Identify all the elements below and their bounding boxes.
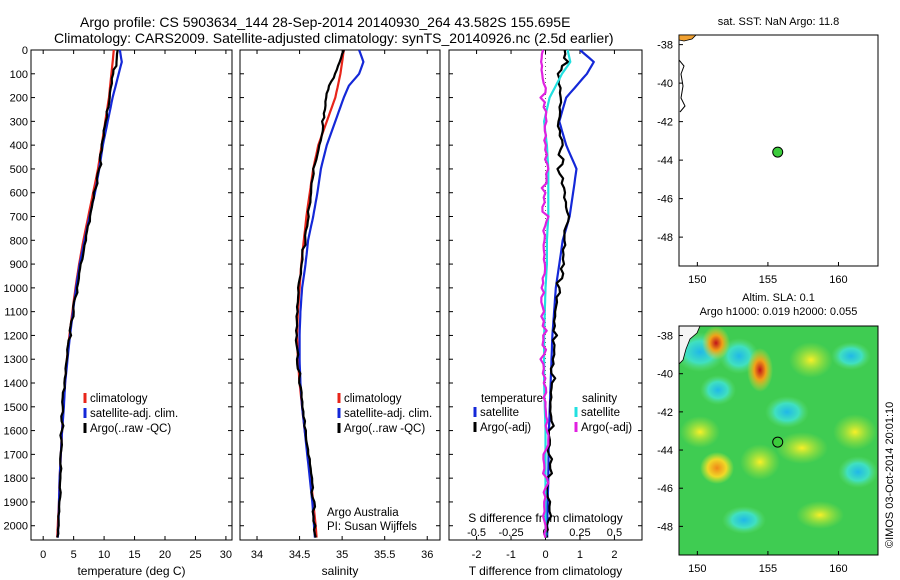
legend-label: satellite [581, 407, 620, 419]
series-line-salinity-sat [298, 49, 365, 538]
s-tick-label: -0.5 [467, 527, 486, 539]
title-line-1: Argo profile: CS 5903634_144 28-Sep-2014… [80, 14, 571, 30]
depth-tick-label: 800 [10, 235, 28, 247]
depth-tick-label: 1200 [4, 330, 28, 342]
depth-tick-label: 500 [10, 164, 28, 176]
argo-location-marker [772, 436, 784, 448]
depth-tick-label: 300 [10, 116, 28, 128]
map-lat-label: -42 [657, 117, 673, 129]
x-tick-label: -1 [506, 549, 516, 561]
x-tick-label: 5 [71, 549, 77, 561]
x-axis-label: salinity [322, 564, 359, 578]
argo-location-marker [772, 146, 784, 158]
sla-map-title: Altim. SLA: 0.1 [742, 292, 815, 304]
legend-title: temperature [481, 393, 543, 405]
x-tick-label: 2 [611, 549, 617, 561]
x-tick-label: 0 [40, 549, 46, 561]
salinity-panel [239, 49, 441, 541]
sla-map-title: Argo h1000: 0.019 h2000: 0.055 [700, 306, 858, 318]
legend-label: satellite [480, 407, 519, 419]
depth-tick-label: 0 [22, 45, 28, 57]
depth-tick-label: 1700 [4, 449, 28, 461]
map-lat-label: -38 [657, 40, 673, 52]
depth-tick-label: 1000 [4, 283, 28, 295]
legend-label: Argo(..raw -QC) [90, 423, 171, 435]
legend-label: Argo(-adj) [581, 422, 632, 434]
annotation-text: PI: Susan Wijffels [327, 521, 417, 533]
map-lon-label: 160 [829, 274, 847, 286]
map-lat-label: -46 [657, 194, 673, 206]
x-axis-label: temperature (deg C) [77, 564, 185, 578]
depth-tick-label: 700 [10, 212, 28, 224]
legend-label: Argo(-adj) [480, 422, 531, 434]
series-line-salinity-argo [294, 49, 345, 538]
x-tick-label: 34 [251, 549, 263, 561]
sst-coastline [679, 35, 686, 113]
map-lon-label: 160 [829, 563, 847, 575]
depth-tick-label: 400 [10, 140, 28, 152]
x-tick-label: 35 [336, 549, 348, 561]
sla-coastline [679, 326, 701, 365]
series-line-difference-sat [546, 49, 595, 538]
depth-tick-label: 1400 [4, 378, 28, 390]
x-tick-label: 30 [220, 549, 232, 561]
x-tick-label: 0 [542, 549, 548, 561]
legend-label: climatology [344, 393, 402, 405]
annotation-text: Argo Australia [327, 507, 399, 519]
map-lat-label: -48 [657, 232, 673, 244]
map-lon-label: 155 [759, 274, 777, 286]
map-lon-label: 150 [688, 563, 706, 575]
depth-tick-label: 1500 [4, 402, 28, 414]
x-tick-label: -2 [472, 549, 482, 561]
depth-tick-label: 2000 [4, 521, 28, 533]
s-tick-label: -0.25 [498, 527, 523, 539]
x-tick-label: 35.5 [374, 549, 395, 561]
x-tick-label: 20 [159, 549, 171, 561]
map-lat-label: -38 [657, 331, 673, 343]
depth-tick-label: 1800 [4, 473, 28, 485]
x-tick-label: 34.5 [289, 549, 310, 561]
map-lat-label: -46 [657, 483, 673, 495]
depth-tick-label: 600 [10, 188, 28, 200]
x-tick-label: 36 [421, 549, 433, 561]
sst-map-title: sat. SST: NaN Argo: 11.8 [718, 16, 839, 28]
depth-tick-label: 1100 [4, 307, 28, 319]
sst-land-patch [679, 35, 697, 42]
map-lat-label: -42 [657, 407, 673, 419]
map-lat-label: -44 [657, 445, 673, 457]
series-line-salinity-clim [295, 49, 345, 538]
x-axis-label: T difference from climatology [469, 564, 623, 578]
depth-tick-label: 900 [10, 259, 28, 271]
x-tick-label: 15 [128, 549, 140, 561]
map-lat-label: -40 [657, 78, 673, 90]
map-lon-label: 155 [759, 563, 777, 575]
depth-tick-label: 100 [10, 69, 28, 81]
depth-tick-label: 1600 [4, 426, 28, 438]
series-line-temperature-sat [56, 49, 123, 538]
map-lat-label: -48 [657, 521, 673, 533]
map-lat-label: -44 [657, 155, 673, 167]
s-tick-label: 0.25 [569, 527, 590, 539]
temperature-panel [30, 49, 233, 541]
legend-title: salinity [582, 393, 617, 405]
series-line-difference-argo [544, 49, 571, 539]
depth-tick-label: 1900 [4, 497, 28, 509]
series-line-temperature-argo [56, 49, 119, 538]
sla-map [678, 325, 879, 556]
x-tick-label: 25 [189, 549, 201, 561]
title-line-2: Climatology: CARS2009. Satellite-adjuste… [54, 30, 614, 46]
legend-label: climatology [90, 393, 148, 405]
series-line-difference-magenta [539, 49, 550, 538]
x-tick-label: 1 [577, 549, 583, 561]
depth-tick-label: 200 [10, 93, 28, 105]
legend-label: Argo(..raw -QC) [344, 423, 425, 435]
legend-label: satellite-adj. clim. [344, 408, 432, 420]
x-tick-label: 10 [98, 549, 110, 561]
legend-label: satellite-adj. clim. [90, 408, 178, 420]
depth-tick-label: 1300 [4, 354, 28, 366]
s-tick-label: 0.5 [607, 527, 622, 539]
map-lat-label: -40 [657, 369, 673, 381]
map-lon-label: 150 [688, 274, 706, 286]
